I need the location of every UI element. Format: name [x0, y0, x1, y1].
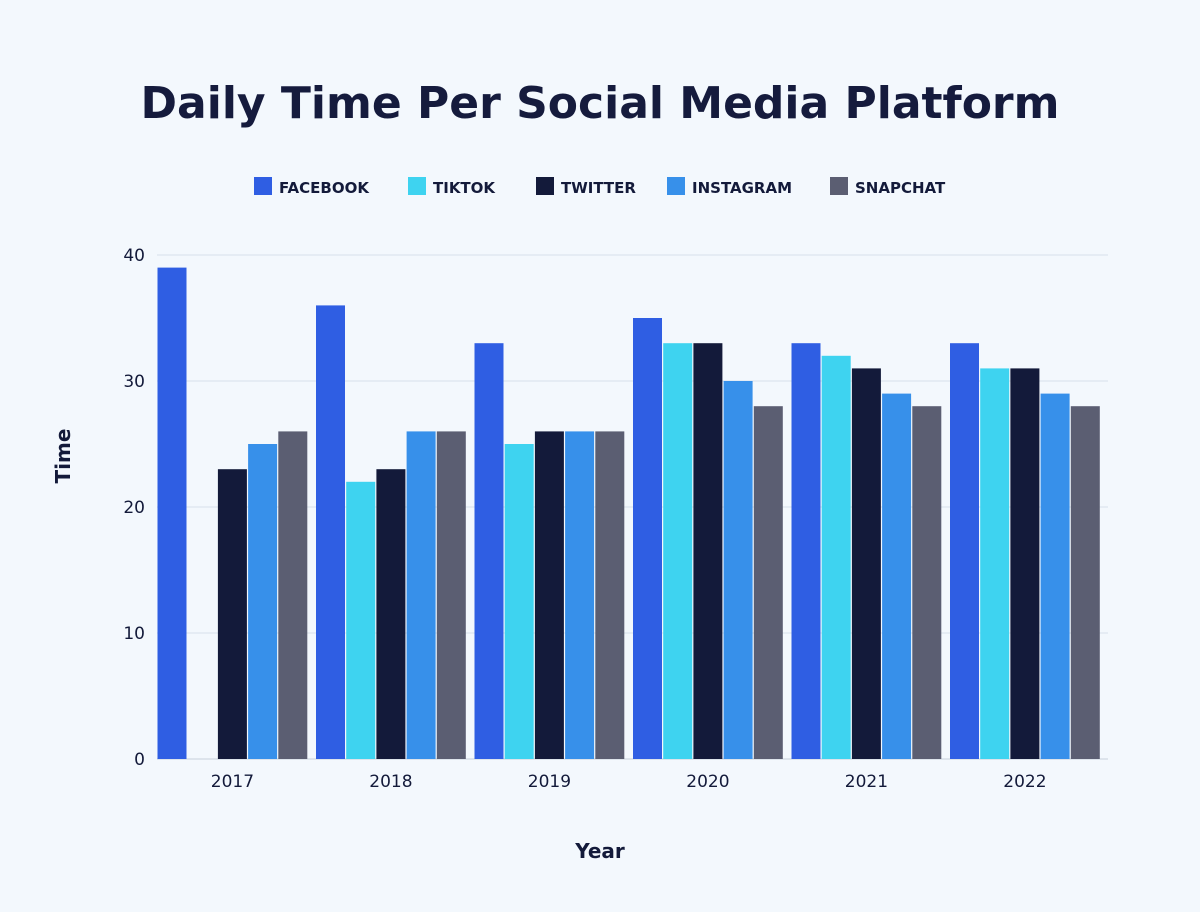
bar-facebook-2017 — [157, 267, 187, 759]
bar-snapchat-2020 — [753, 406, 783, 759]
bar-facebook-2022 — [950, 343, 979, 759]
y-tick-label: 30 — [123, 372, 145, 392]
bar-tiktok-2020 — [663, 343, 693, 759]
legend-swatch-snapchat — [830, 177, 848, 195]
legend-label-snapchat: SNAPCHAT — [855, 179, 946, 197]
x-tick-label: 2021 — [845, 772, 888, 792]
bar-twitter-2022 — [1010, 368, 1040, 759]
bar-instagram-2022 — [1040, 393, 1070, 759]
bar-instagram-2020 — [723, 381, 753, 759]
y-tick-label: 40 — [123, 246, 145, 266]
bar-twitter-2021 — [851, 368, 881, 759]
x-tick-label: 2020 — [686, 772, 729, 792]
y-axis-title: Time — [51, 429, 75, 484]
legend-swatch-tiktok — [408, 177, 426, 195]
bar-twitter-2019 — [534, 431, 564, 759]
bar-twitter-2017 — [217, 469, 247, 759]
x-tick-label: 2022 — [1003, 772, 1046, 792]
legend-label-instagram: INSTAGRAM — [692, 179, 792, 197]
bar-tiktok-2019 — [504, 444, 534, 759]
gridlines — [157, 254, 1108, 760]
legend-swatch-facebook — [254, 177, 272, 195]
bar-instagram-2021 — [882, 393, 912, 759]
bar-facebook-2019 — [474, 343, 504, 759]
legend-label-facebook: FACEBOOK — [279, 179, 370, 197]
x-tick-label: 2017 — [211, 772, 254, 792]
legend: FACEBOOK TIKTOK TWITTER INSTAGRAM SNAPCHAT — [254, 177, 946, 197]
bar-tiktok-2022 — [980, 368, 1010, 759]
bar-twitter-2018 — [376, 469, 406, 759]
y-axis-ticks: 0 10 20 30 40 — [123, 246, 145, 770]
legend-swatch-instagram — [667, 177, 685, 195]
bar-snapchat-2017 — [278, 431, 308, 759]
chart-title: Daily Time Per Social Media Platform — [141, 78, 1060, 129]
bar-instagram-2017 — [248, 444, 278, 759]
y-tick-label: 10 — [123, 624, 145, 644]
bar-snapchat-2022 — [1070, 406, 1100, 759]
y-tick-label: 0 — [134, 750, 145, 770]
bar-tiktok-2021 — [821, 355, 851, 759]
legend-label-twitter: TWITTER — [561, 179, 636, 197]
bar-facebook-2021 — [791, 343, 821, 759]
legend-swatch-twitter — [536, 177, 554, 195]
bar-snapchat-2018 — [436, 431, 466, 759]
x-tick-label: 2019 — [528, 772, 571, 792]
y-tick-label: 20 — [123, 498, 145, 518]
x-axis-ticks: 2017 2018 2019 2020 2021 2022 — [211, 772, 1047, 792]
bar-instagram-2019 — [565, 431, 595, 759]
bar-snapchat-2021 — [912, 406, 942, 759]
x-tick-label: 2018 — [369, 772, 412, 792]
bar-facebook-2020 — [633, 318, 662, 759]
bar-twitter-2020 — [693, 343, 723, 759]
bars — [157, 267, 1100, 759]
x-axis-title: Year — [574, 839, 625, 863]
legend-label-tiktok: TIKTOK — [433, 179, 496, 197]
bar-instagram-2018 — [406, 431, 436, 759]
bar-facebook-2018 — [316, 305, 345, 759]
bar-tiktok-2018 — [346, 481, 376, 759]
bar-snapchat-2019 — [595, 431, 625, 759]
